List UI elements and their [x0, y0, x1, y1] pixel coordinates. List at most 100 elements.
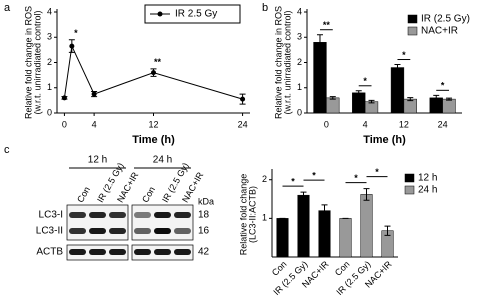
legend-swatch — [404, 173, 415, 183]
x-tick-label: 4 — [363, 119, 368, 129]
y-axis-title: (w.r.t. unirradiated control) — [282, 10, 292, 114]
annotation: ** — [154, 57, 162, 67]
error-bar — [321, 204, 328, 217]
error-bar — [368, 99, 375, 104]
x-axis-title: Time (h) — [363, 134, 406, 146]
bar — [276, 218, 289, 258]
panel-label: b — [262, 2, 268, 14]
error-bar — [433, 94, 440, 101]
blot-band — [134, 228, 151, 234]
annotation: * — [375, 167, 379, 177]
error-bar — [363, 188, 370, 201]
x-tick-label: 0 — [324, 119, 329, 129]
bar — [318, 210, 331, 258]
y-tick-label: 2 — [297, 57, 302, 67]
annotation: * — [354, 173, 358, 183]
blot-band — [109, 228, 126, 234]
size-unit: kDa — [198, 196, 214, 206]
y-tick-label: 1 — [262, 213, 267, 223]
y-axis-title: Relative fold change — [238, 174, 248, 256]
y-tick-label: 4 — [297, 6, 302, 16]
blot-band — [134, 249, 151, 255]
error-bar — [384, 225, 391, 236]
blot-band — [174, 212, 191, 218]
panel-label: a — [4, 2, 11, 14]
blot-band — [89, 249, 106, 255]
x-tick-label: 24 — [238, 119, 248, 129]
y-axis-title: Relative fold change in ROS — [23, 6, 33, 119]
annotation: * — [441, 81, 445, 91]
legend-marker — [157, 11, 163, 17]
lane-label: Con — [140, 185, 157, 204]
band-size: 18 — [198, 210, 210, 221]
bar — [403, 98, 417, 114]
annotation: * — [402, 50, 406, 60]
blot-frame — [131, 204, 194, 241]
annotation: * — [363, 76, 367, 86]
point — [151, 70, 156, 76]
blot-band — [154, 212, 171, 218]
y-tick-label: 1 — [297, 82, 302, 92]
error-bar — [316, 34, 323, 51]
point — [69, 43, 75, 49]
y-tick-label: 4 — [47, 6, 52, 16]
y-axis-title: Relative fold change in ROS — [273, 6, 283, 119]
x-tick-label: 12 — [148, 119, 158, 129]
legend-swatch — [407, 14, 418, 24]
y-axis-title: (LC3-II:ACTB) — [247, 186, 257, 243]
point — [240, 96, 246, 102]
annotation: * — [291, 176, 295, 186]
band-label: LC3-II — [36, 226, 63, 237]
error-bar — [407, 97, 414, 102]
band-size: 42 — [198, 247, 210, 258]
x-tick-label: 24 — [438, 119, 448, 129]
x-tick-label: 12 — [399, 119, 409, 129]
blot-band — [69, 212, 86, 218]
lane-label: Con — [75, 185, 92, 204]
blot-band — [69, 249, 86, 255]
legend-label: NAC+IR — [421, 26, 458, 37]
legend-swatch — [407, 26, 418, 36]
point — [91, 91, 97, 97]
bar — [390, 67, 405, 114]
blot-band — [109, 212, 126, 218]
legend-box — [144, 4, 241, 24]
legend-label: 12 h — [418, 173, 437, 184]
y-tick-label: 3 — [47, 32, 52, 42]
x-tick-label: 0 — [62, 119, 67, 129]
blot-band — [89, 212, 106, 218]
legend-swatch — [404, 185, 415, 195]
annotation: ** — [323, 20, 331, 30]
error-bar — [300, 191, 307, 199]
bar — [442, 98, 456, 114]
y-tick-label: 2 — [47, 57, 52, 67]
legend-label: IR (2.5 Gy) — [421, 14, 470, 25]
time-label: 12 h — [88, 155, 107, 166]
annotation: * — [312, 170, 316, 180]
error-bar — [394, 64, 401, 72]
blot-band — [174, 228, 191, 234]
error-bar — [355, 90, 362, 96]
bar — [313, 42, 327, 114]
bar — [352, 92, 366, 114]
band-size: 16 — [198, 226, 210, 237]
error-bar — [446, 97, 453, 101]
error-bar — [329, 96, 336, 100]
y-tick-label: 0 — [297, 107, 302, 117]
y-tick-label: 2 — [262, 174, 267, 184]
bar — [297, 194, 310, 258]
y-tick-label: 0 — [47, 107, 52, 117]
band-label: LC3-I — [39, 210, 63, 221]
blot-frame — [66, 204, 129, 241]
panel-label: c — [4, 144, 10, 156]
blot-band — [69, 228, 86, 234]
x-tick-label: 4 — [92, 119, 97, 129]
blot-band — [154, 228, 171, 234]
x-axis-title: Time (h) — [132, 134, 175, 146]
blot-band — [174, 249, 191, 255]
blot-band — [134, 212, 151, 218]
point — [61, 95, 67, 101]
legend-label: 24 h — [418, 185, 437, 196]
bar — [326, 97, 340, 114]
legend-label: IR 2.5 Gy — [175, 9, 217, 20]
